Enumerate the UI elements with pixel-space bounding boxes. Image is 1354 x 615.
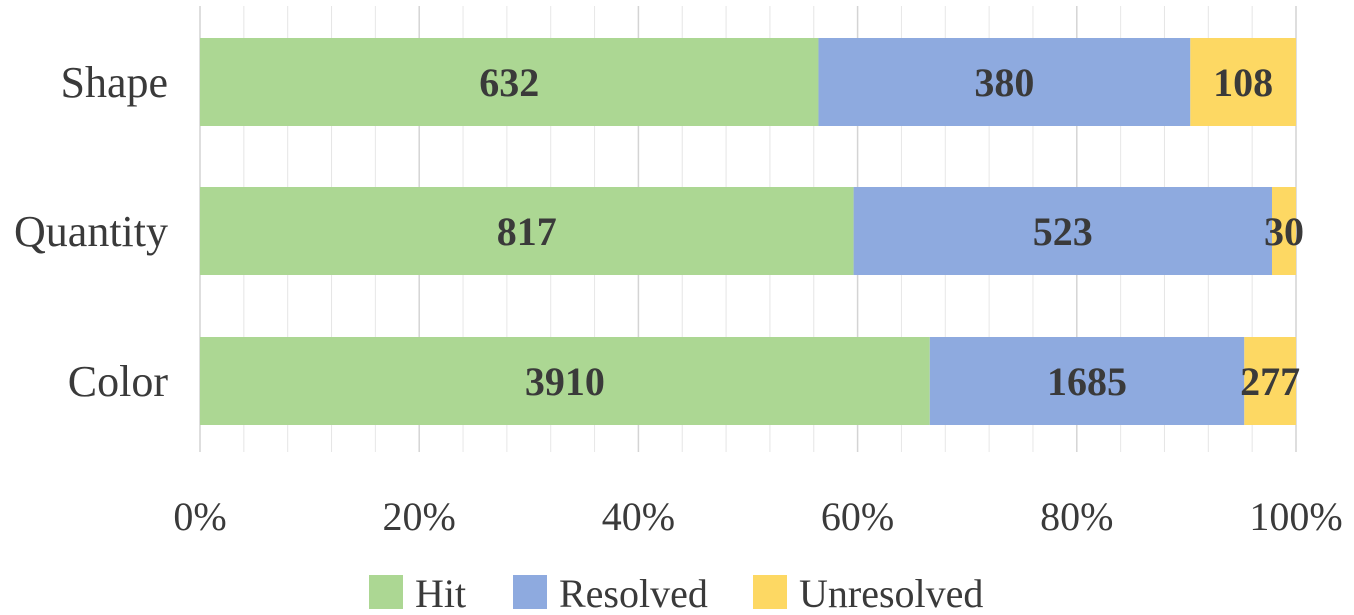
legend-swatch-unresolved [753,575,787,609]
data-label: 277 [1240,359,1300,404]
bars [200,38,1296,425]
x-tick-label: 100% [1249,494,1342,539]
bar-hit-quantity [200,187,854,275]
data-label: 3910 [525,359,605,404]
x-tick-label: 0% [173,494,226,539]
bar-unresolved-quantity [1272,187,1296,275]
category-label: Shape [60,58,168,107]
x-tick-label: 80% [1040,494,1113,539]
data-label: 30 [1264,209,1304,254]
bar-resolved-shape [818,38,1191,126]
legend-swatch-hit [369,575,403,609]
bar-unresolved-shape [1190,38,1296,126]
data-label: 632 [479,60,539,105]
bar-hit-shape [200,38,819,126]
data-label: 1685 [1047,359,1127,404]
legend-label: Hit [415,571,466,615]
legend-label: Unresolved [799,571,983,615]
data-label: 817 [497,209,557,254]
data-labels: 632 380 108 817 523 30 3910 1685 277 [479,60,1304,404]
x-tick-label: 20% [383,494,456,539]
category-label: Color [68,357,169,406]
legend: Hit Resolved Unresolved [369,571,983,615]
data-label: 523 [1033,209,1093,254]
x-tick-label: 40% [602,494,675,539]
category-label: Quantity [14,207,168,256]
category-labels: Shape Quantity Color [14,58,168,406]
x-tick-label: 60% [821,494,894,539]
data-label: 380 [974,60,1034,105]
legend-swatch-resolved [513,575,547,609]
x-axis-tick-labels: 0% 20% 40% 60% 80% 100% [173,494,1342,539]
bar-hit-color [200,337,930,425]
bar-unresolved-color [1244,337,1296,425]
legend-label: Resolved [559,571,708,615]
data-label: 108 [1213,60,1273,105]
bar-resolved-color [929,337,1245,425]
bar-resolved-quantity [853,187,1272,275]
